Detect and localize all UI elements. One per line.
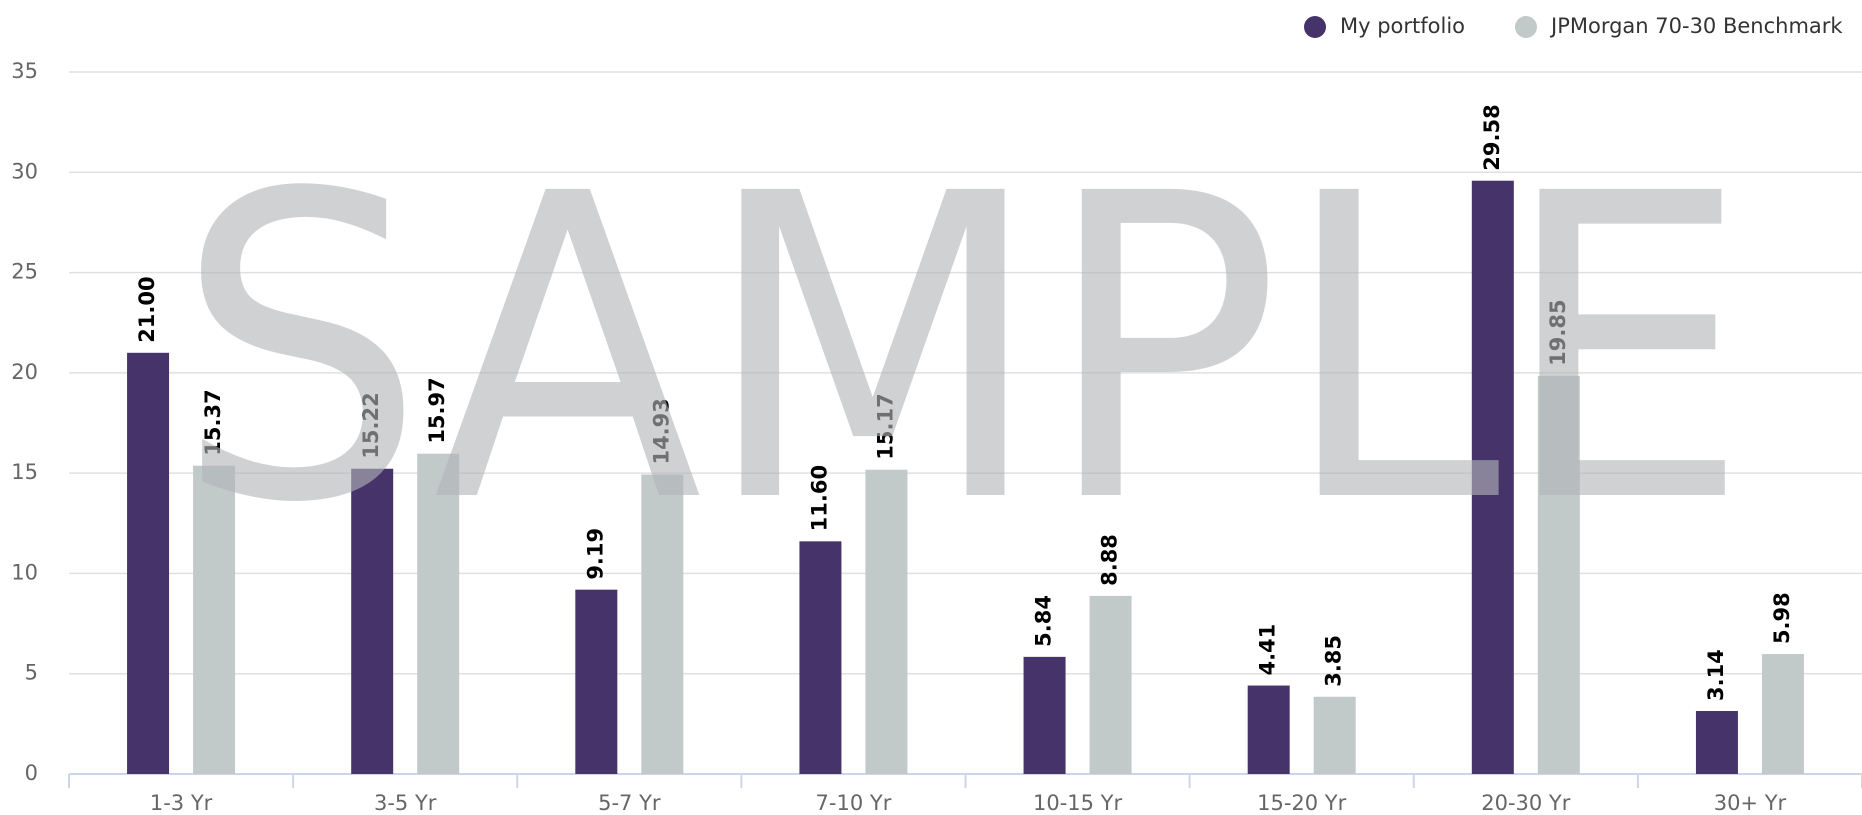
x-tick-label: 30+ Yr [1714,791,1787,815]
x-tick-label: 15-20 Yr [1257,791,1347,815]
data-label: 14.93 [649,398,673,464]
data-label: 9.19 [583,528,607,580]
data-label: 15.17 [873,393,897,459]
y-tick-label: 35 [11,59,38,83]
bar [1023,656,1066,774]
x-tick-label: 20-30 Yr [1481,791,1571,815]
legend-marker [1515,16,1537,38]
data-label: 5.84 [1032,595,1056,647]
bar [1761,654,1804,774]
data-label: 4.41 [1256,624,1280,676]
bar [351,468,394,774]
data-label: 15.97 [425,377,449,443]
bar [1089,595,1132,774]
y-tick-label: 30 [11,159,38,183]
data-label: 3.14 [1704,649,1728,701]
x-tick-label: 5-7 Yr [598,791,661,815]
y-tick-label: 0 [25,761,38,785]
bar [1695,711,1738,774]
bar [865,469,908,774]
y-tick-label: 10 [11,560,38,584]
bar [799,541,842,774]
x-tick-label: 1-3 Yr [150,791,213,815]
data-label: 21.00 [135,276,159,342]
bar [193,465,236,774]
legend-label: My portfolio [1340,14,1465,38]
bar [641,474,684,774]
x-tick-label: 10-15 Yr [1033,791,1123,815]
legend-label: JPMorgan 70-30 Benchmark [1549,14,1843,38]
data-label: 5.98 [1770,592,1794,644]
bar [1247,685,1290,774]
y-tick-label: 5 [25,661,38,685]
y-tick-label: 25 [11,260,38,284]
watermark: SAMPLE [175,106,1750,595]
data-label: 15.37 [201,389,225,455]
bar [1471,180,1514,774]
bar [575,589,618,774]
bar [127,352,170,774]
data-label: 15.22 [359,392,383,458]
data-label: 3.85 [1322,635,1346,687]
y-tick-label: 15 [11,460,38,484]
data-label: 8.88 [1098,534,1122,586]
x-tick-label: 3-5 Yr [374,791,437,815]
data-label: 29.58 [1480,104,1504,170]
data-label: 11.60 [807,465,831,531]
y-tick-label: 20 [11,360,38,384]
legend-marker [1304,16,1326,38]
data-label: 19.85 [1546,299,1570,365]
bar [1313,696,1356,774]
x-tick-label: 7-10 Yr [816,791,892,815]
bar [417,453,460,774]
bar [1537,375,1580,774]
